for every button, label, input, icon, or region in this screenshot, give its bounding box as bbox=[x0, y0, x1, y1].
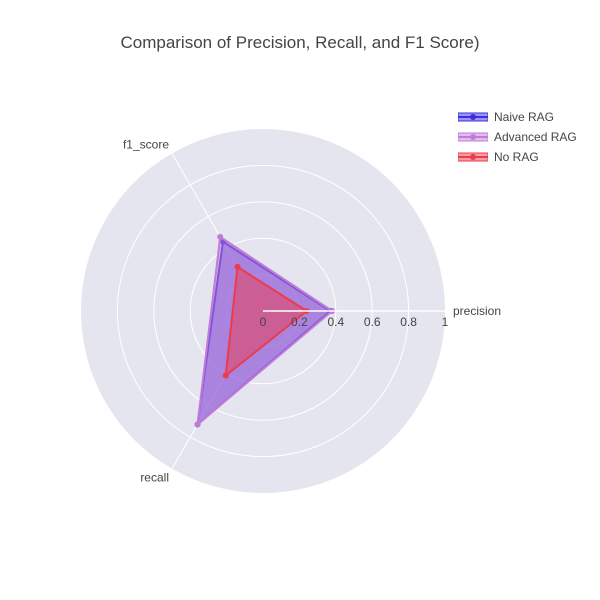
chart-title: Comparison of Precision, Recall, and F1 … bbox=[120, 33, 480, 52]
legend-item[interactable]: Naive RAG bbox=[458, 107, 577, 127]
series-no-rag bbox=[222, 263, 310, 379]
legend-item[interactable]: No RAG bbox=[458, 147, 577, 167]
legend-label: Naive RAG bbox=[494, 110, 555, 124]
axis-label-precision: precision bbox=[453, 304, 501, 318]
legend-label: No RAG bbox=[494, 150, 539, 164]
legend-label: Advanced RAG bbox=[494, 130, 577, 144]
radial-tick-label: 1 bbox=[442, 315, 449, 329]
radial-ticks: 0 0.2 0.4 0.6 0.8 1 bbox=[260, 310, 449, 329]
axis-label-f1-score: f1_score bbox=[123, 138, 169, 152]
axis-label-recall: recall bbox=[140, 470, 169, 484]
series-point bbox=[194, 421, 201, 428]
legend-swatch bbox=[458, 152, 488, 162]
legend-item[interactable]: Advanced RAG bbox=[458, 127, 577, 147]
series-polygon bbox=[224, 265, 308, 377]
series-point bbox=[234, 263, 241, 270]
series-layer bbox=[194, 233, 336, 428]
radial-tick-label: 0.8 bbox=[400, 315, 417, 329]
radial-tick-label: 0.2 bbox=[291, 315, 308, 329]
radial-tick-label: 0.6 bbox=[364, 315, 381, 329]
angular-labels: precision recall f1_score bbox=[123, 138, 501, 485]
radial-tick-label: 0.4 bbox=[327, 315, 344, 329]
series-point bbox=[222, 372, 229, 379]
series-point bbox=[217, 233, 224, 240]
legend-swatch bbox=[458, 112, 488, 122]
legend-swatch bbox=[458, 132, 488, 142]
radial-tick-label: 0 bbox=[260, 315, 267, 329]
legend: Naive RAG Advanced RAG No RAG bbox=[458, 107, 577, 167]
